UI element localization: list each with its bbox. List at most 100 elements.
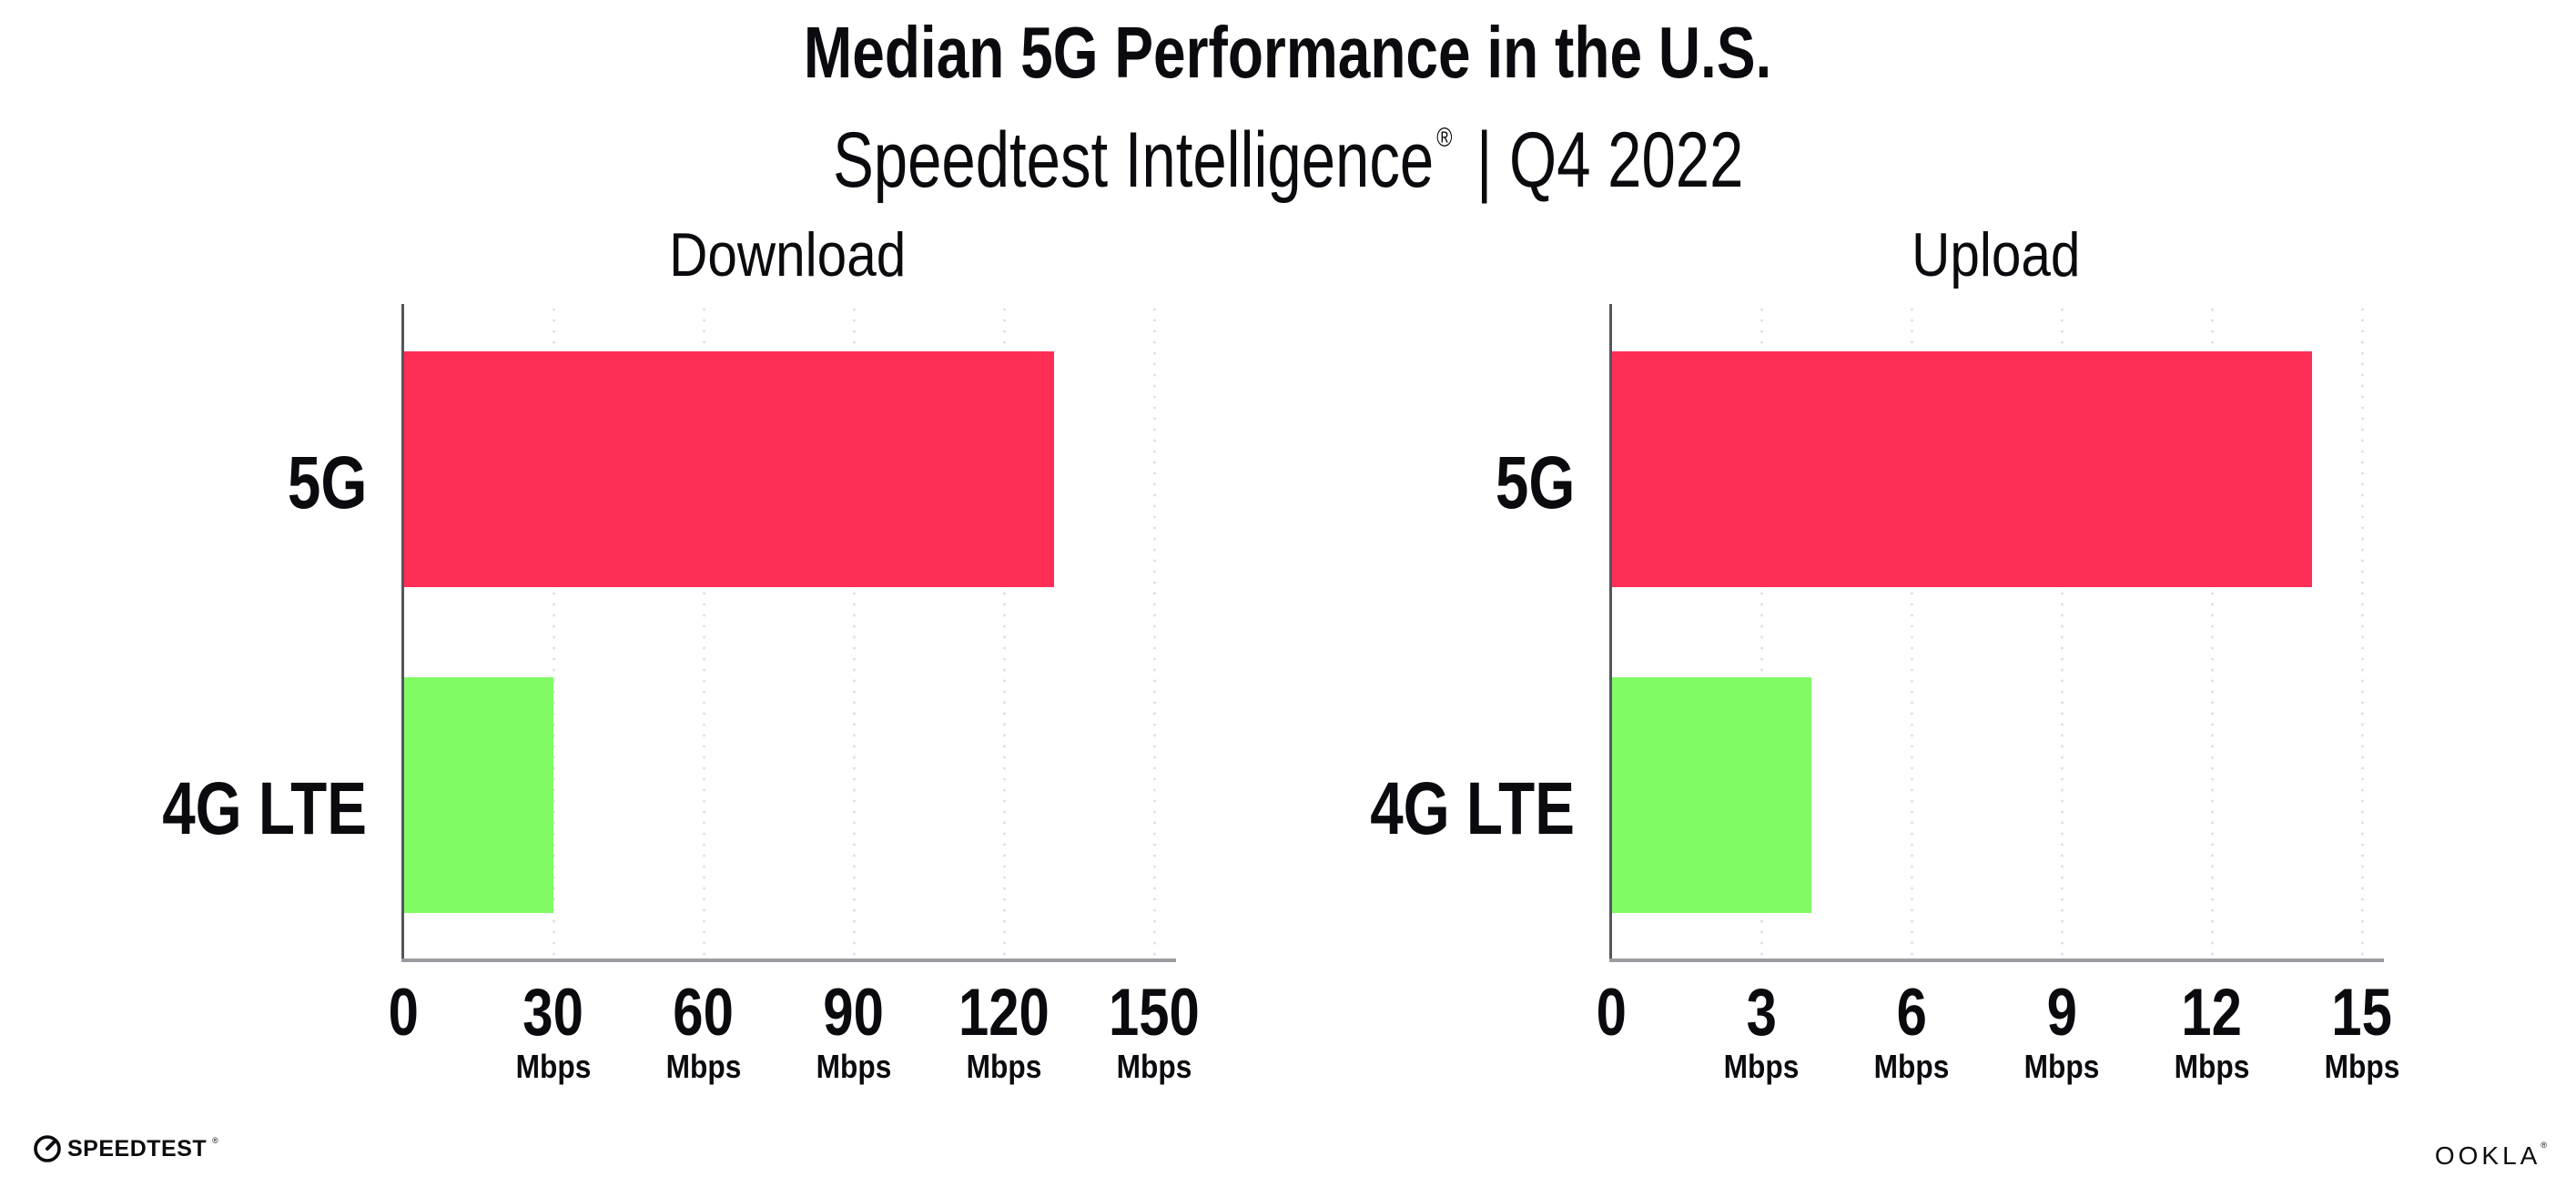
tick-unit: Mbps (1962, 1050, 2162, 1083)
category-label-text: 4G LTE (1370, 767, 1575, 850)
tick-unit-text: Mbps (515, 1048, 592, 1085)
x-tick: 60 Mbps (603, 979, 804, 1083)
chart-title: Upload (1611, 224, 2380, 286)
tick-unit-text: Mbps (1873, 1048, 1950, 1085)
category-label: 5G (1265, 446, 1575, 521)
bar-5g (403, 351, 1054, 587)
tick-unit-text: Mbps (2023, 1048, 2100, 1085)
tick-value-text: 15 (2331, 976, 2393, 1050)
main-title-text: Median 5G Performance in the U.S. (804, 12, 1772, 93)
bar-4g-lte (403, 677, 553, 913)
tick-value: 150 (1054, 979, 1254, 1046)
tick-unit: Mbps (453, 1050, 654, 1083)
x-tick: 15 Mbps (2262, 979, 2462, 1083)
category-label-text: 5G (287, 441, 367, 524)
x-tick: 30 Mbps (453, 979, 654, 1083)
registered-mark: ® (1436, 123, 1453, 153)
ookla-label: OOKLA (2434, 1141, 2541, 1170)
bar-4g-lte (1611, 677, 1811, 913)
x-tick: 9 Mbps (1962, 979, 2162, 1083)
x-tick: 6 Mbps (1811, 979, 2012, 1083)
tick-unit: Mbps (2112, 1050, 2312, 1083)
main-title: Median 5G Performance in the U.S. (0, 7, 2576, 98)
tick-value-text: 60 (673, 976, 735, 1050)
chart-title: Download (403, 224, 1172, 286)
tick-unit-text: Mbps (1116, 1048, 1192, 1085)
tick-value: 9 (1962, 979, 2162, 1046)
tick-value-text: 6 (1896, 976, 1927, 1050)
ookla-trademark: ® (2541, 1141, 2547, 1150)
tick-unit: Mbps (904, 1050, 1104, 1083)
tick-value-text: 9 (2046, 976, 2077, 1050)
speedtest-label: SPEEDTEST (67, 1135, 208, 1161)
gridline (2061, 304, 2064, 959)
speedtest-trademark: ® (212, 1136, 218, 1145)
tick-value-text: 30 (522, 976, 584, 1050)
tick-value: 15 (2262, 979, 2462, 1046)
gridline (1003, 304, 1006, 959)
x-tick: 12 Mbps (2112, 979, 2312, 1083)
x-tick: 3 Mbps (1661, 979, 1861, 1083)
x-axis-line (1609, 959, 2384, 962)
tick-value-text: 12 (2181, 976, 2243, 1050)
subtitle-brand: Speedtest Intelligence (832, 117, 1434, 204)
tick-value: 6 (1811, 979, 2012, 1046)
tick-unit-text: Mbps (816, 1048, 892, 1085)
tick-unit-text: Mbps (2324, 1048, 2400, 1085)
category-label: 4G LTE (1265, 772, 1575, 847)
tick-value: 12 (2112, 979, 2312, 1046)
x-tick: 150 Mbps (1054, 979, 1254, 1083)
tick-unit-text: Mbps (2174, 1048, 2250, 1085)
category-label: 5G (57, 446, 367, 521)
tick-value-text: 150 (1109, 976, 1200, 1050)
subtitle-text: Speedtest Intelligence ® | Q4 2022 (833, 89, 1743, 209)
tick-value: 60 (603, 979, 804, 1046)
y-axis-line (401, 304, 404, 959)
tick-value: 90 (754, 979, 954, 1046)
tick-value: 0 (1511, 979, 1711, 1046)
x-tick: 120 Mbps (904, 979, 1104, 1083)
category-label-text: 4G LTE (162, 767, 367, 850)
gridline (703, 304, 705, 959)
x-tick: 90 Mbps (754, 979, 954, 1083)
bar-5g (1611, 351, 2312, 587)
subtitle: Speedtest Intelligence ® | Q4 2022 (0, 89, 2576, 209)
tick-value-text: 3 (1746, 976, 1777, 1050)
tick-value-text: 0 (1596, 976, 1627, 1050)
tick-value-text: 120 (958, 976, 1050, 1050)
x-axis-line (401, 959, 1176, 962)
gridline (853, 304, 856, 959)
tick-value-text: 90 (823, 976, 885, 1050)
gridline (1760, 304, 1763, 959)
tick-value: 0 (303, 979, 503, 1046)
tick-unit: Mbps (2262, 1050, 2462, 1083)
subtitle-period: | Q4 2022 (1459, 117, 1744, 204)
download-chart: Download 5G 4G LTE 0 30 Mbps 60 Mbps 90 Mbps 120 Mb… (162, 224, 1200, 1083)
ookla-logo: OOKLA ® (2435, 1141, 2547, 1171)
gridline (2211, 304, 2214, 959)
tick-unit-text: Mbps (665, 1048, 742, 1085)
gridline (1911, 304, 1913, 959)
tick-value-text: 0 (388, 976, 419, 1050)
tick-value: 3 (1661, 979, 1861, 1046)
y-axis-line (1609, 304, 1612, 959)
tick-unit: Mbps (1661, 1050, 1861, 1083)
tick-value: 120 (904, 979, 1104, 1046)
chart-title-text: Upload (1911, 220, 2081, 289)
upload-chart: Upload 5G 4G LTE 0 3 Mbps 6 Mbps 9 Mbps 12 Mbps 15 Mb… (1370, 224, 2399, 1083)
tick-unit-text: Mbps (966, 1048, 1042, 1085)
chart-title-text: Download (669, 220, 907, 289)
gridline (1153, 304, 1156, 959)
speedtest-logo: SPEEDTEST ® (33, 1134, 218, 1163)
tick-unit: Mbps (754, 1050, 954, 1083)
tick-value: 30 (453, 979, 654, 1046)
tick-unit-text: Mbps (1723, 1048, 1800, 1085)
category-label-text: 5G (1495, 441, 1575, 524)
tick-unit: Mbps (1811, 1050, 2012, 1083)
tick-unit: Mbps (603, 1050, 804, 1083)
gridline (2361, 304, 2364, 959)
x-tick: 0 (303, 979, 503, 1046)
category-label: 4G LTE (57, 772, 367, 847)
gridline (553, 304, 555, 959)
speedtest-gauge-icon (34, 1135, 61, 1162)
